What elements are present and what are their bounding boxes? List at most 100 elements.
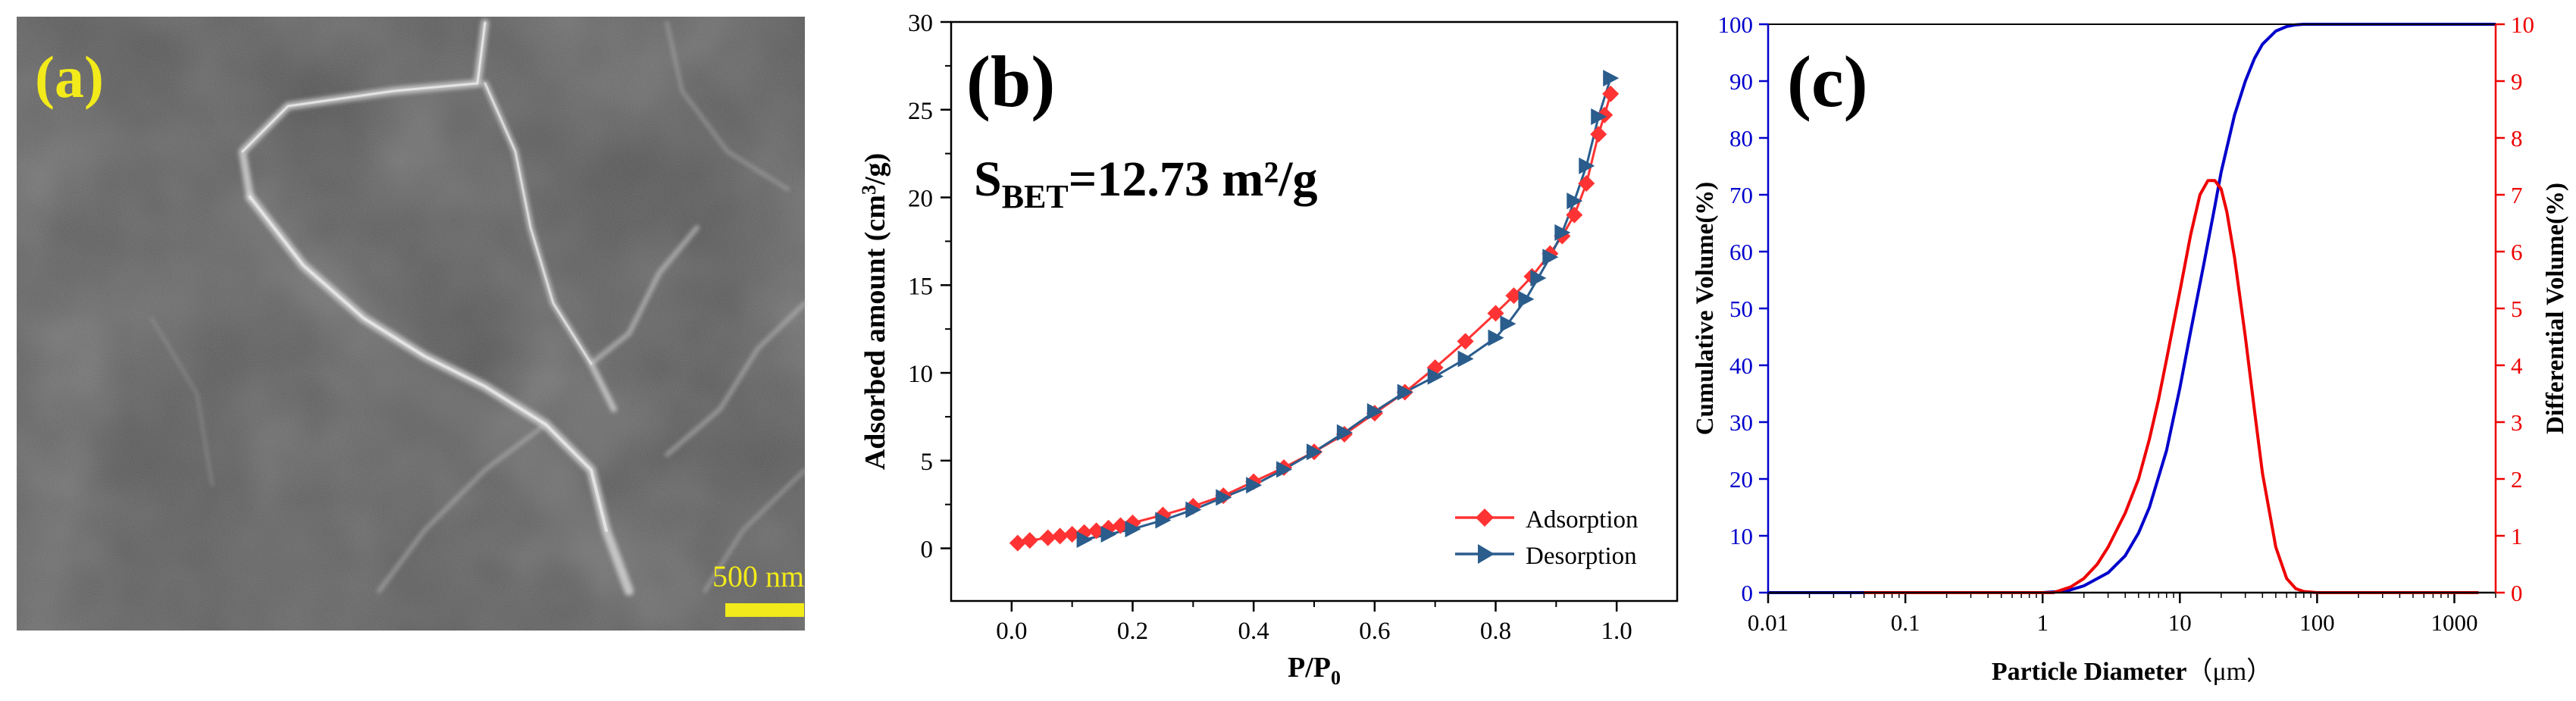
chart-c-ytick-left-label: 70: [1729, 182, 1753, 208]
chart-b-markers: [1009, 70, 1620, 552]
particle-size-chart: 0.01 0.1 1 10 100 100001020304050607080901000…: [1692, 11, 2569, 686]
chart-c-ytick-right-label: 8: [2511, 125, 2523, 152]
desorption-point: [1554, 224, 1571, 241]
chart-b-xlabel-subscript: 0: [1331, 667, 1341, 689]
chart-b-ticks: 0.0 0.2 0.4 0.6 0.8 1.0 0 5 10 15 20 25 30: [908, 10, 1632, 645]
chart-c-ytick-right-label: 10: [2511, 11, 2534, 38]
desorption-point: [1246, 477, 1263, 494]
chart-c-series-lines: [1768, 23, 2496, 594]
chart-c-ytick-left-label: 40: [1729, 352, 1753, 379]
bet-annotation-value: =12.73 m²/g: [1069, 152, 1318, 207]
desorption-point: [1488, 329, 1504, 346]
chart-b-ylabel-unit: /g): [859, 153, 891, 186]
desorption-point: [1366, 402, 1383, 420]
chart-c-ytick-left-label: 20: [1729, 466, 1753, 493]
desorption-point: [1457, 350, 1474, 368]
chart-b-xtick-label: 0.8: [1480, 618, 1511, 645]
chart-c-ytick-right-label: 4: [2511, 352, 2523, 379]
chart-b-ylabel: Adsorbed amount (cm3/g): [858, 153, 891, 470]
chart-c-ytick-right-label: 9: [2511, 68, 2523, 95]
chart-c-ytick-right-label: 5: [2511, 296, 2523, 322]
scale-bar: [725, 603, 804, 617]
chart-c-ytick-right-label: 7: [2511, 182, 2523, 208]
chart-c-xlabel: Particle Diameter（μm）: [1992, 657, 2272, 686]
chart-c-xlabel-main: Particle Diameter: [1992, 658, 2187, 686]
chart-b-ytick-label: 0: [921, 537, 934, 564]
chart-b-xtick-label: 0.4: [1238, 618, 1269, 645]
chart-b-ylabel-superscript: 3: [858, 185, 880, 195]
chart-c-ytick-right-label: 0: [2511, 580, 2523, 606]
chart-b-xtick-label: 0.2: [1117, 618, 1148, 645]
chart-c-ytick-right-label: 1: [2511, 523, 2523, 549]
desorption-point: [1500, 315, 1516, 333]
series-cumulative-volume-line: [1768, 23, 2496, 594]
chart-c-ytick-right-label: 3: [2511, 409, 2523, 436]
adsorption-point: [1009, 534, 1026, 552]
desorption-point: [1397, 383, 1413, 401]
sem-image-noise: [17, 17, 805, 631]
desorption-point: [1427, 368, 1444, 385]
chart-b-series-lines: [1017, 77, 1612, 545]
desorption-point: [1530, 270, 1547, 287]
chart-c-ytick-left-label: 50: [1729, 296, 1753, 322]
chart-c-xtick-label: 0.1: [1891, 609, 1920, 636]
legend-desorption-marker: [1478, 544, 1495, 564]
chart-c-xtick-label: 100: [2299, 609, 2335, 636]
chart-b-ytick-label: 20: [908, 186, 933, 213]
adsorption-point: [1505, 287, 1523, 305]
desorption-point: [1216, 489, 1232, 506]
desorption-point: [1567, 192, 1583, 210]
adsorption-point: [1063, 526, 1081, 543]
bet-annotation-subscript: BET: [1002, 178, 1069, 215]
adsorption-point: [1602, 85, 1620, 102]
panel-c-label: (c): [1787, 41, 1868, 122]
chart-b-xlabel-main: P/P: [1288, 652, 1331, 684]
adsorption-point: [1021, 532, 1038, 549]
series-differential-volume-line: [1864, 179, 2479, 594]
adsorption-point: [1566, 206, 1583, 224]
chart-c-ytick-left-label: 100: [1718, 11, 1754, 38]
desorption-point: [1518, 290, 1535, 308]
series-desorption-line: [1084, 77, 1612, 541]
desorption-point: [1591, 108, 1607, 126]
chart-c-ytick-left-label: 30: [1729, 409, 1753, 436]
desorption-point: [1542, 249, 1559, 266]
chart-b-legend: Adsorption Desorption: [1455, 506, 1639, 570]
desorption-point: [1307, 443, 1322, 461]
adsorption-point: [1487, 305, 1504, 322]
panel-a-label: (a): [35, 44, 104, 110]
chart-b-ytick-label: 30: [908, 10, 933, 37]
chart-c-ylabel-right: Differential Volume(%): [2542, 183, 2569, 434]
chart-c-xtick-label: 10: [2168, 609, 2192, 636]
adsorption-point: [1457, 333, 1474, 350]
chart-b-ylabel-main: Adsorbed amount (cm: [859, 195, 891, 470]
adsorption-point: [1051, 527, 1069, 545]
bet-annotation-s: S: [974, 152, 1002, 207]
chart-c-ytick-right-label: 6: [2511, 239, 2523, 265]
adsorption-point: [1590, 126, 1607, 143]
chart-c-ytick-left-label: 10: [1729, 523, 1753, 549]
chart-b-xtick-label: 1.0: [1601, 618, 1632, 645]
chart-c-ytick-left-label: 80: [1729, 125, 1753, 152]
chart-c-ytick-left-label: 90: [1729, 68, 1753, 95]
adsorption-point: [1112, 517, 1129, 534]
desorption-point: [1125, 521, 1141, 538]
desorption-point: [1579, 157, 1595, 174]
adsorption-point: [1088, 522, 1105, 540]
legend-adsorption-marker: [1476, 509, 1494, 527]
chart-c-xlabel-unit: （μm）: [2187, 657, 2273, 686]
chart-c-xtick-label: 1000: [2430, 609, 2477, 636]
chart-c-ytick-left-label: 60: [1729, 239, 1753, 265]
chart-c-xtick-label: 1: [2036, 609, 2049, 636]
chart-b-xlabel: P/P0: [1288, 652, 1341, 689]
chart-b-ytick-label: 10: [908, 361, 933, 388]
panel-b-label: (b): [966, 41, 1055, 122]
chart-b-ytick-label: 5: [921, 449, 934, 476]
adsorption-point: [1578, 174, 1595, 192]
chart-c-xtick-label: 0.01: [1748, 609, 1789, 636]
desorption-point: [1076, 530, 1093, 548]
chart-c-ylabel-left: Cumulative Volume(%): [1692, 182, 1719, 436]
chart-c-ytick-right-label: 2: [2511, 466, 2523, 493]
